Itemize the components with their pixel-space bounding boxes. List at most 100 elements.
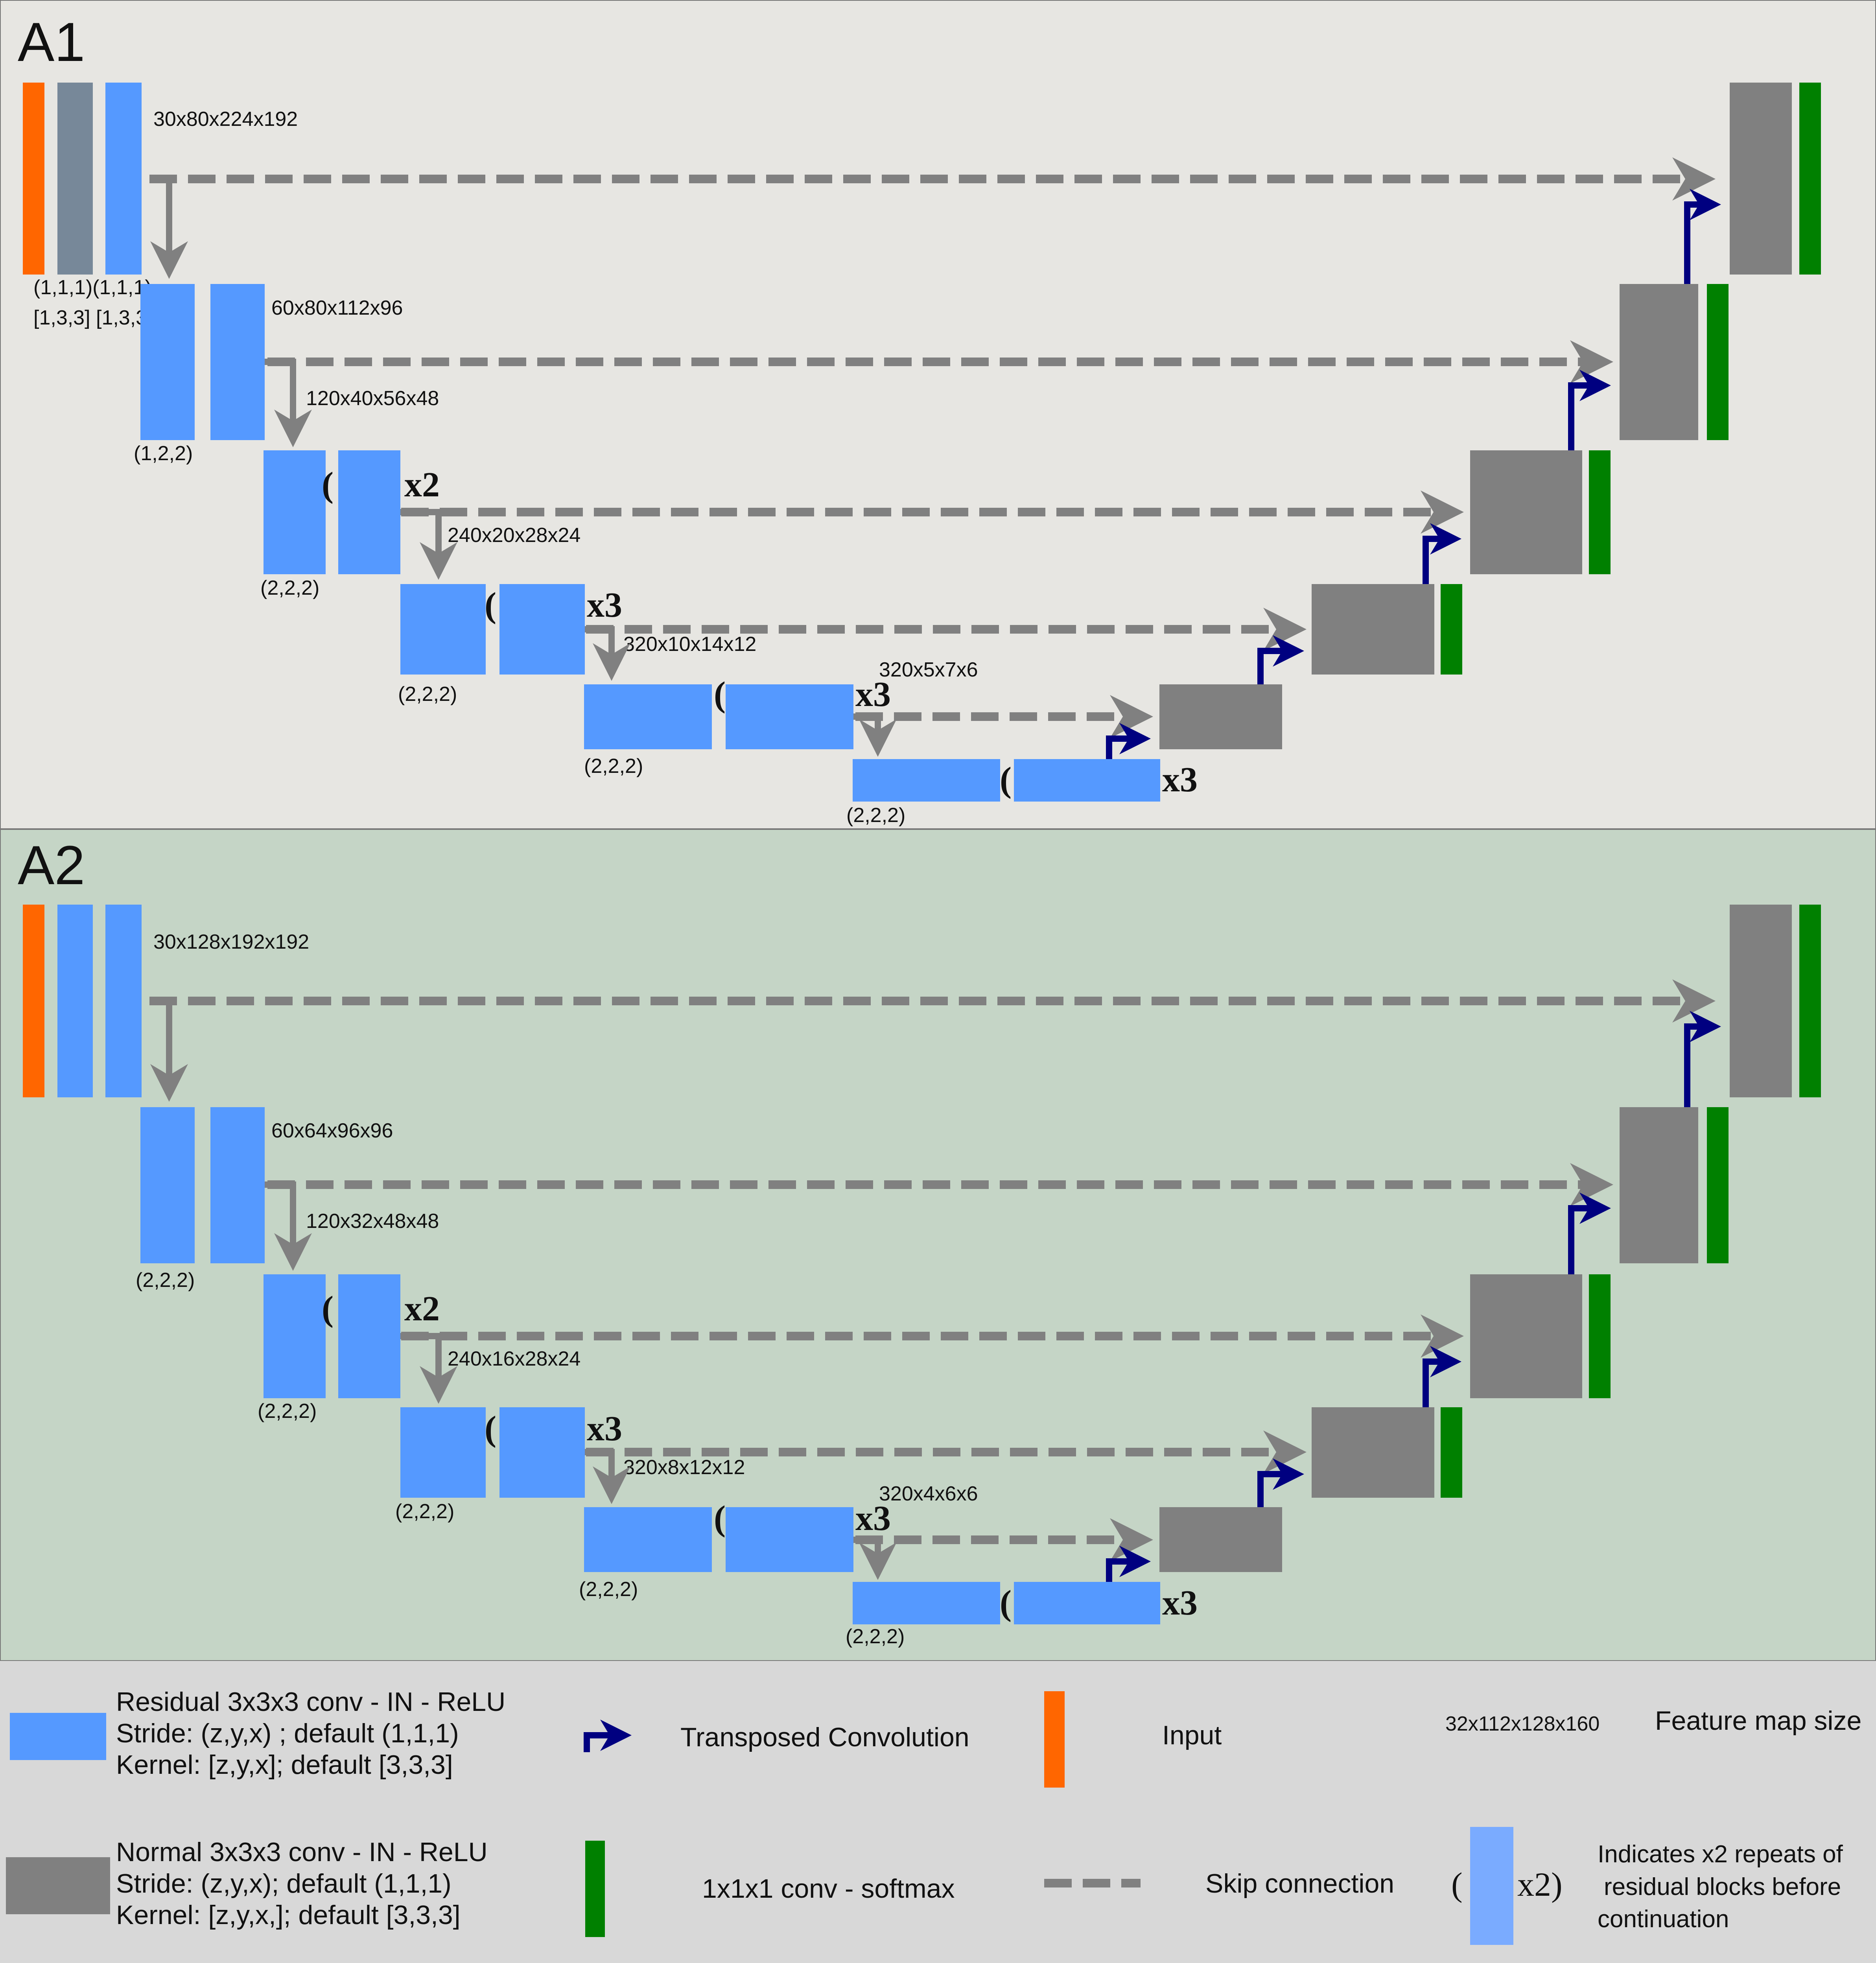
decoder-block	[1620, 284, 1698, 440]
legend-residual-line3: Kernel: [z,y,x]; default [3,3,3]	[116, 1750, 453, 1780]
legend-normal-line2: Stride: (z,y,x); default (1,1,1)	[116, 1869, 451, 1898]
decoder-block	[1730, 83, 1792, 275]
encoder-block	[210, 284, 265, 440]
legend-residual-swatch	[10, 1713, 106, 1760]
transposed-conv-arrow	[1684, 1011, 1721, 1107]
feature-map-size-label: 120x40x56x48	[306, 387, 439, 410]
decoder-block	[1312, 584, 1434, 675]
feature-map-size-label: 60x80x112x96	[271, 297, 403, 319]
legend-transposed-arrow-icon	[584, 1720, 632, 1752]
softmax-block	[1707, 284, 1729, 440]
feature-map-size-label: 30x80x224x192	[153, 108, 298, 131]
legend-repeat-mark: x2)	[1517, 1865, 1563, 1903]
decoder-block	[1730, 905, 1792, 1097]
bottleneck-block	[1014, 759, 1160, 802]
repeat-open-paren: (	[485, 586, 496, 625]
repeat-mark: x3	[1162, 760, 1198, 799]
repeat-open-paren: (	[485, 1409, 496, 1448]
transposed-conv-arrow	[1568, 1193, 1611, 1274]
transposed-conv-arrow	[1106, 723, 1151, 759]
encoder-block	[338, 1274, 400, 1398]
repeat-open-paren: (	[1000, 760, 1012, 799]
downsample-arrow	[149, 998, 188, 1102]
downsample-arrow	[265, 359, 312, 448]
legend-residual-line1: Residual 3x3x3 conv - IN - ReLU	[116, 1687, 505, 1717]
encoder-block	[57, 905, 93, 1097]
encoder-block	[210, 1107, 265, 1263]
legend-repeat-swatch	[1470, 1827, 1513, 1945]
encoder-block	[584, 1507, 712, 1572]
legend-repeat-line1: Indicates x2 repeats of	[1598, 1841, 1843, 1868]
stride-label: (2,2,2)	[846, 804, 905, 827]
decoder-block	[1159, 684, 1282, 749]
bottleneck-block	[853, 759, 1000, 802]
repeat-mark: x3	[855, 1499, 891, 1538]
stride-label: (2,2,2)	[260, 577, 319, 599]
feature-map-size-label: 240x16x28x24	[448, 1347, 580, 1370]
feature-map-size-label: 320x5x7x6	[879, 658, 978, 681]
transposed-conv-arrow	[1423, 523, 1461, 584]
feature-map-size-label: 320x4x6x6	[879, 1482, 978, 1505]
stride-label: (2,2,2)	[395, 1500, 454, 1523]
stride-label: (1,2,2)	[134, 442, 193, 465]
legend-residual-line2: Stride: (z,y,x) ; default (1,1,1)	[116, 1718, 459, 1748]
legend-softmax-swatch	[585, 1841, 605, 1937]
softmax-block	[1441, 1407, 1462, 1498]
encoder-block	[140, 1107, 195, 1263]
repeat-mark: x2	[404, 1289, 440, 1328]
legend-input-label: Input	[1162, 1720, 1222, 1750]
panel-a1: A1 30x80x224x192 (1,1,1)(1,1,1) [1,3,3] …	[18, 11, 1821, 827]
encoder-block	[400, 1407, 486, 1498]
softmax-block	[1589, 1274, 1611, 1398]
downsample-arrow	[149, 176, 188, 279]
transposed-conv-arrow	[1684, 189, 1721, 284]
repeat-mark: x3	[587, 586, 622, 625]
repeat-open-paren: (	[322, 1289, 334, 1328]
decoder-block	[1312, 1407, 1434, 1498]
repeat-mark: x3	[1162, 1583, 1198, 1622]
kernel-label: [1,3,3] [1,3,3]	[33, 306, 153, 329]
feature-map-size-label: 120x32x48x48	[306, 1210, 439, 1233]
softmax-block	[1799, 905, 1821, 1097]
encoder-block	[499, 1407, 585, 1498]
encoder-block	[105, 83, 142, 275]
downsample-arrow	[853, 1537, 897, 1580]
repeat-mark: x3	[855, 675, 891, 714]
encoder-block	[140, 284, 195, 440]
transposed-conv-arrow	[1106, 1546, 1151, 1582]
feature-map-size-label: 320x10x14x12	[623, 633, 756, 656]
panel-a2-title: A2	[18, 834, 85, 896]
legend-feature-label: Feature map size	[1655, 1706, 1861, 1736]
repeat-open-paren: (	[714, 1499, 726, 1538]
encoder-block	[400, 584, 486, 675]
transposed-conv-arrow	[1257, 635, 1304, 684]
bottleneck-block	[853, 1582, 1000, 1624]
legend-repeat-open-paren: (	[1451, 1865, 1463, 1903]
decoder-block	[1470, 1274, 1582, 1398]
encoder-block	[57, 83, 93, 275]
feature-map-size-label: 30x128x192x192	[153, 931, 309, 953]
repeat-mark: x3	[587, 1409, 622, 1448]
stride-label: (2,2,2)	[579, 1578, 638, 1601]
encoder-block	[584, 684, 712, 749]
legend: Residual 3x3x3 conv - IN - ReLU Stride: …	[6, 1687, 1861, 1945]
panel-a1-title: A1	[18, 11, 85, 73]
transposed-conv-arrow	[1257, 1458, 1304, 1507]
downsample-arrow	[853, 713, 897, 757]
stride-label: (2,2,2)	[584, 755, 643, 778]
panel-a1-background	[0, 0, 1876, 830]
downsample-arrow	[265, 1181, 312, 1271]
legend-normal-line1: Normal 3x3x3 conv - IN - ReLU	[116, 1837, 488, 1867]
feature-map-size-label: 320x8x12x12	[623, 1456, 745, 1479]
legend-feature-example: 32x112x128x160	[1445, 1712, 1600, 1735]
repeat-mark: x2	[404, 465, 440, 504]
stride-label: (2,2,2)	[398, 683, 457, 706]
panel-a2: A2 30x128x192x192 60x64x96x96 (2,2,2) 12…	[18, 834, 1821, 1648]
legend-softmax-label: 1x1x1 conv - softmax	[702, 1874, 955, 1904]
encoder-block	[338, 450, 400, 574]
encoder-block	[264, 450, 326, 574]
stride-label: (2,2,2)	[136, 1269, 195, 1292]
legend-input-swatch	[1044, 1691, 1065, 1788]
input-block	[23, 83, 44, 275]
